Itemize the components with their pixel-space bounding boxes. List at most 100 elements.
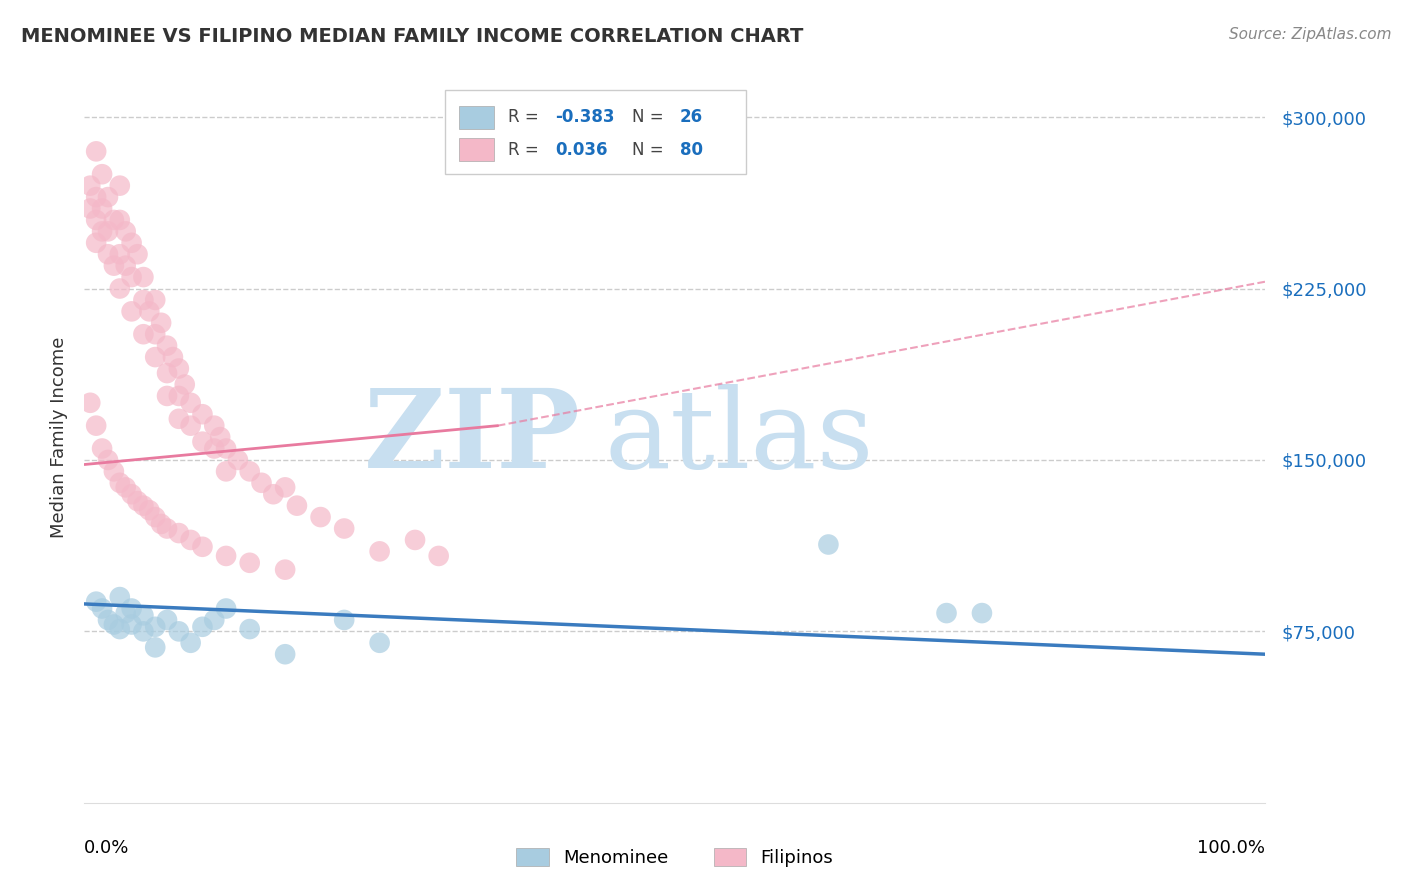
Point: [138, 503, 160, 517]
Point: [121, 235, 143, 250]
Point: [127, 494, 149, 508]
Point: [91, 202, 114, 216]
Point: [79, 396, 101, 410]
Point: [84, 190, 107, 204]
Bar: [458, 138, 494, 161]
Point: [404, 533, 426, 547]
Point: [935, 606, 957, 620]
Point: [143, 350, 166, 364]
Point: [97, 247, 120, 261]
Point: [239, 464, 262, 478]
Point: [132, 270, 155, 285]
Point: [143, 327, 166, 342]
Point: [180, 396, 202, 410]
Point: [156, 613, 179, 627]
Point: [239, 622, 262, 636]
Point: [191, 540, 214, 554]
Text: R =: R =: [509, 141, 544, 159]
Point: [97, 453, 120, 467]
Point: [84, 594, 107, 608]
Point: [91, 601, 114, 615]
Point: [121, 270, 143, 285]
Point: [127, 247, 149, 261]
Point: [427, 549, 450, 563]
Point: [108, 475, 131, 490]
Text: atlas: atlas: [605, 384, 873, 491]
Y-axis label: Median Family Income: Median Family Income: [49, 336, 67, 538]
Point: [103, 213, 125, 227]
Point: [215, 442, 238, 456]
Point: [121, 487, 143, 501]
Point: [114, 606, 136, 620]
Point: [132, 499, 155, 513]
Point: [274, 563, 297, 577]
Point: [167, 526, 190, 541]
Point: [239, 556, 262, 570]
Point: [274, 480, 297, 494]
Point: [97, 224, 120, 238]
Point: [167, 411, 190, 425]
Point: [173, 377, 195, 392]
Point: [103, 464, 125, 478]
Point: [132, 327, 155, 342]
Text: -0.383: -0.383: [555, 109, 614, 127]
Point: [84, 418, 107, 433]
Point: [84, 213, 107, 227]
Point: [91, 224, 114, 238]
Point: [368, 544, 391, 558]
Point: [162, 350, 184, 364]
Point: [215, 464, 238, 478]
FancyBboxPatch shape: [444, 90, 745, 174]
Point: [274, 647, 297, 661]
Point: [191, 434, 214, 449]
Point: [202, 613, 225, 627]
Point: [84, 145, 107, 159]
Point: [103, 617, 125, 632]
Point: [132, 608, 155, 623]
Point: [108, 178, 131, 193]
Point: [108, 213, 131, 227]
Legend: Menominee, Filipinos: Menominee, Filipinos: [509, 840, 841, 874]
Point: [97, 613, 120, 627]
Point: [143, 510, 166, 524]
Point: [143, 293, 166, 307]
Text: 0.036: 0.036: [555, 141, 607, 159]
Bar: [458, 106, 494, 129]
Point: [333, 521, 356, 535]
Point: [368, 636, 391, 650]
Point: [285, 499, 308, 513]
Point: [108, 590, 131, 604]
Point: [97, 190, 120, 204]
Text: Source: ZipAtlas.com: Source: ZipAtlas.com: [1229, 27, 1392, 42]
Point: [108, 281, 131, 295]
Point: [167, 624, 190, 639]
Point: [114, 480, 136, 494]
Point: [309, 510, 332, 524]
Point: [150, 516, 173, 531]
Point: [262, 487, 284, 501]
Point: [132, 624, 155, 639]
Point: [79, 202, 101, 216]
Point: [191, 407, 214, 421]
Text: 100.0%: 100.0%: [1198, 839, 1265, 857]
Point: [191, 620, 214, 634]
Text: ZIP: ZIP: [364, 384, 581, 491]
Point: [817, 537, 839, 551]
Point: [138, 304, 160, 318]
Point: [180, 636, 202, 650]
Point: [167, 361, 190, 376]
Point: [156, 338, 179, 352]
Text: N =: N =: [633, 109, 669, 127]
Point: [114, 259, 136, 273]
Point: [209, 430, 232, 444]
Point: [333, 613, 356, 627]
Point: [150, 316, 173, 330]
Point: [121, 304, 143, 318]
Point: [108, 622, 131, 636]
Point: [84, 235, 107, 250]
Point: [156, 521, 179, 535]
Point: [79, 178, 101, 193]
Point: [108, 247, 131, 261]
Point: [156, 366, 179, 380]
Point: [250, 475, 273, 490]
